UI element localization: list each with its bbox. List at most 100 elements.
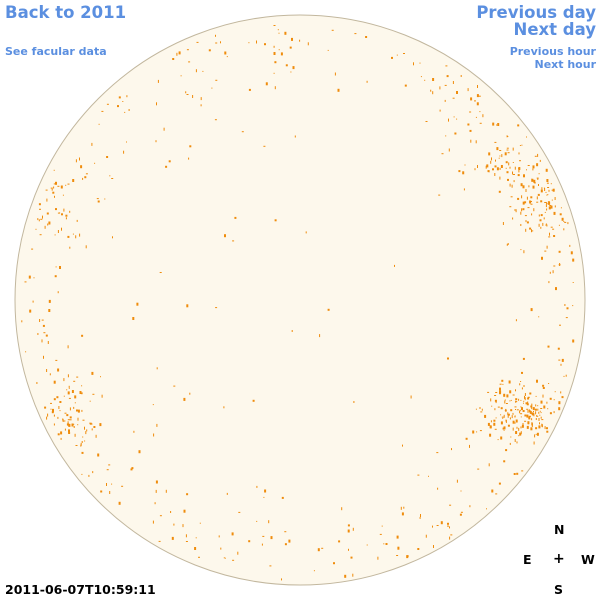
facula-speck [81,409,83,412]
facula-speck [508,380,511,384]
facula-speck [551,199,553,201]
facula-speck [224,234,226,238]
next-day-link[interactable]: Next day [513,20,596,39]
facula-speck [75,159,77,163]
facula-speck [506,135,508,138]
facula-speck [548,206,551,210]
facula-speck [504,400,506,404]
facula-speck [29,309,32,313]
facula-speck [156,367,158,370]
facula-speck [327,49,329,51]
next-hour-link[interactable]: Next hour [534,58,597,71]
facula-speck [69,416,72,419]
facula-speck [394,264,395,267]
facula-speck [354,33,357,35]
facula-speck [513,174,515,175]
facula-speck [317,548,320,552]
facula-speck [550,205,553,209]
facula-speck [446,75,449,78]
back-to-year-link[interactable]: Back to 2011 [5,3,127,22]
facula-speck [458,170,461,173]
facula-speck [85,173,88,175]
facula-speck [154,502,156,505]
facula-speck [60,431,63,435]
facula-speck [57,416,59,419]
facula-speck [417,548,420,550]
facula-speck [347,529,350,533]
facula-speck [108,464,111,466]
facula-speck [518,427,520,431]
facula-speck [122,101,124,102]
facula-speck [248,540,251,543]
facula-speck [528,396,530,398]
facula-speck [319,334,321,338]
facula-speck [503,414,505,418]
facula-speck [232,559,235,561]
previous-hour-link[interactable]: Previous hour [509,45,596,58]
facula-speck [517,124,520,127]
facula-speck [501,154,503,158]
facula-speck [173,385,176,387]
facula-speck [512,162,514,163]
facula-speck [43,332,46,334]
facula-speck [215,79,218,81]
facula-speck [158,540,161,542]
facula-speck [507,152,510,154]
facula-speck [520,426,522,429]
facula-speck [397,546,400,550]
facula-speck [533,413,535,417]
facula-speck [68,397,71,399]
facula-speck [400,506,402,510]
facula-speck [63,208,65,212]
facula-speck [538,316,540,318]
facula-speck [437,487,439,490]
facula-speck [211,87,213,89]
previous-day-link[interactable]: Previous day [476,3,596,22]
facula-speck [558,359,561,361]
facula-speck [479,430,482,432]
facula-speck [401,512,404,516]
facula-speck [487,170,490,173]
facula-speck [563,375,565,377]
facula-speck [81,451,84,454]
facula-speck [532,165,535,169]
facula-speck [456,91,458,94]
facula-speck [341,507,343,511]
facula-speck [268,520,270,524]
see-facular-data-link[interactable]: See facular data [5,45,107,58]
facula-speck [519,409,521,411]
facula-speck [215,34,216,37]
facula-speck [82,436,84,438]
facula-speck [436,525,439,526]
facula-speck [68,429,70,433]
facula-speck [476,431,478,433]
facula-speck [531,178,533,182]
facula-speck [546,194,548,196]
facula-speck [531,418,533,421]
facula-speck [46,369,48,372]
facula-speck [513,473,516,475]
facula-speck [241,131,244,133]
facula-speck [477,468,480,470]
facula-speck [262,535,265,537]
facula-speck [496,167,499,171]
facula-speck [199,522,201,524]
facula-speck [202,70,204,72]
facula-speck [546,224,548,227]
facula-speck [47,223,49,226]
facula-speck [84,176,87,179]
facula-speck [256,520,258,522]
facula-speck [159,272,162,273]
facula-speck [557,347,560,350]
facula-speck [476,94,479,98]
facula-speck [469,111,472,113]
facula-speck [99,423,102,427]
facula-speck [92,393,95,395]
facula-speck [489,433,492,437]
facula-speck [69,210,71,213]
facula-speck [419,62,421,64]
facula-speck [553,265,556,267]
facula-speck [67,421,69,425]
facula-speck [54,275,57,278]
facula-speck [403,53,405,54]
